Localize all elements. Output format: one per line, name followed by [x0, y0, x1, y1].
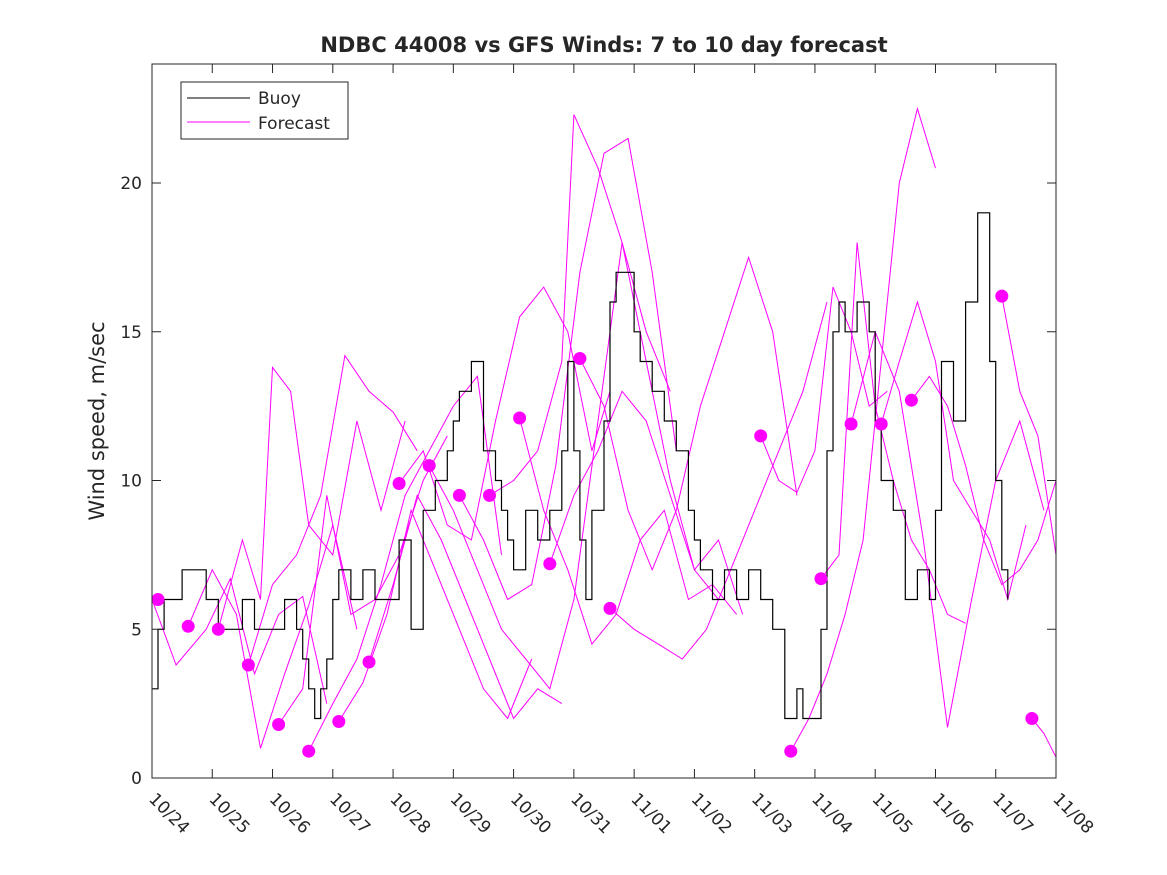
x-tick-label: 11/04	[807, 789, 856, 838]
forecast-marker	[332, 715, 346, 728]
forecast-marker	[483, 488, 496, 502]
forecast-line	[308, 375, 502, 752]
chart-title: NDBC 44008 vs GFS Winds: 7 to 10 day for…	[320, 33, 887, 57]
y-axis-label: Wind speed, m/sec	[85, 321, 109, 520]
forecast-marker	[362, 655, 376, 669]
forecast-marker	[1025, 712, 1039, 725]
legend-box	[180, 81, 349, 140]
x-tick-label: 10/27	[325, 789, 374, 838]
x-tick-label: 11/01	[627, 789, 676, 838]
forecast-line	[217, 366, 406, 630]
forecast-marker	[151, 593, 165, 606]
y-axis: 0 5 10 15 20	[120, 174, 1056, 789]
y-tick-label: 5	[131, 620, 142, 640]
x-tick-label: 10/30	[506, 789, 555, 838]
forecast-line	[790, 106, 936, 752]
forecast-marker	[573, 352, 587, 365]
forecast-line	[549, 390, 744, 615]
forecast-line	[760, 286, 888, 494]
buoy-series	[152, 212, 1009, 720]
forecast-line	[911, 375, 1057, 586]
forecast-marker	[814, 572, 828, 586]
x-tick-label: 10/31	[566, 789, 615, 838]
plot-area-frame	[151, 63, 1057, 779]
forecast-marker	[904, 393, 918, 407]
x-tick-label: 10/28	[386, 789, 435, 838]
forecast-marker	[844, 417, 858, 431]
y-tick-label: 20	[120, 174, 142, 194]
forecast-marker	[302, 744, 316, 758]
forecast-marker	[272, 718, 286, 731]
forecast-marker	[603, 601, 617, 615]
forecast-marker	[543, 557, 557, 571]
forecast-line	[247, 354, 418, 666]
forecast-markers	[151, 289, 1039, 758]
forecast-line	[850, 330, 1045, 728]
x-tick-label: 10/25	[205, 789, 254, 838]
forecast-line	[880, 300, 1027, 602]
forecast-marker	[452, 488, 466, 502]
forecast-marker	[874, 417, 888, 431]
forecast-line	[278, 435, 448, 725]
legend-buoy-label: Buoy	[258, 89, 301, 109]
x-tick-label: 11/05	[868, 789, 917, 838]
forecast-marker	[784, 744, 798, 758]
forecast-line	[187, 523, 358, 749]
x-tick-label: 10/24	[144, 789, 193, 838]
forecast-marker	[754, 429, 768, 443]
forecast-marker	[392, 477, 406, 490]
x-tick-label: 11/02	[687, 789, 736, 838]
forecast-line	[1001, 296, 1057, 555]
x-tick-label: 10/29	[446, 789, 495, 838]
x-tick-label: 11/03	[747, 789, 796, 838]
forecast-marker	[422, 459, 436, 473]
forecast-marker	[181, 619, 195, 633]
x-tick-label: 11/06	[928, 789, 977, 838]
y-tick-label: 15	[120, 323, 142, 343]
y-tick-label: 0	[131, 769, 142, 789]
forecast-marker	[211, 622, 225, 636]
buoy-line	[152, 212, 1009, 720]
x-tick-label: 11/08	[1048, 789, 1097, 838]
legend: Buoy Forecast	[180, 81, 349, 140]
forecast-line	[489, 114, 719, 600]
forecast-marker	[995, 289, 1009, 303]
x-tick-label: 10/26	[265, 789, 314, 838]
legend-forecast-label: Forecast	[258, 114, 330, 134]
y-tick-label: 10	[120, 472, 142, 492]
forecast-marker	[241, 658, 255, 672]
forecast-line	[519, 417, 737, 646]
x-tick-label: 11/07	[988, 789, 1037, 838]
forecast-marker	[513, 411, 527, 425]
forecast-line	[368, 494, 563, 720]
